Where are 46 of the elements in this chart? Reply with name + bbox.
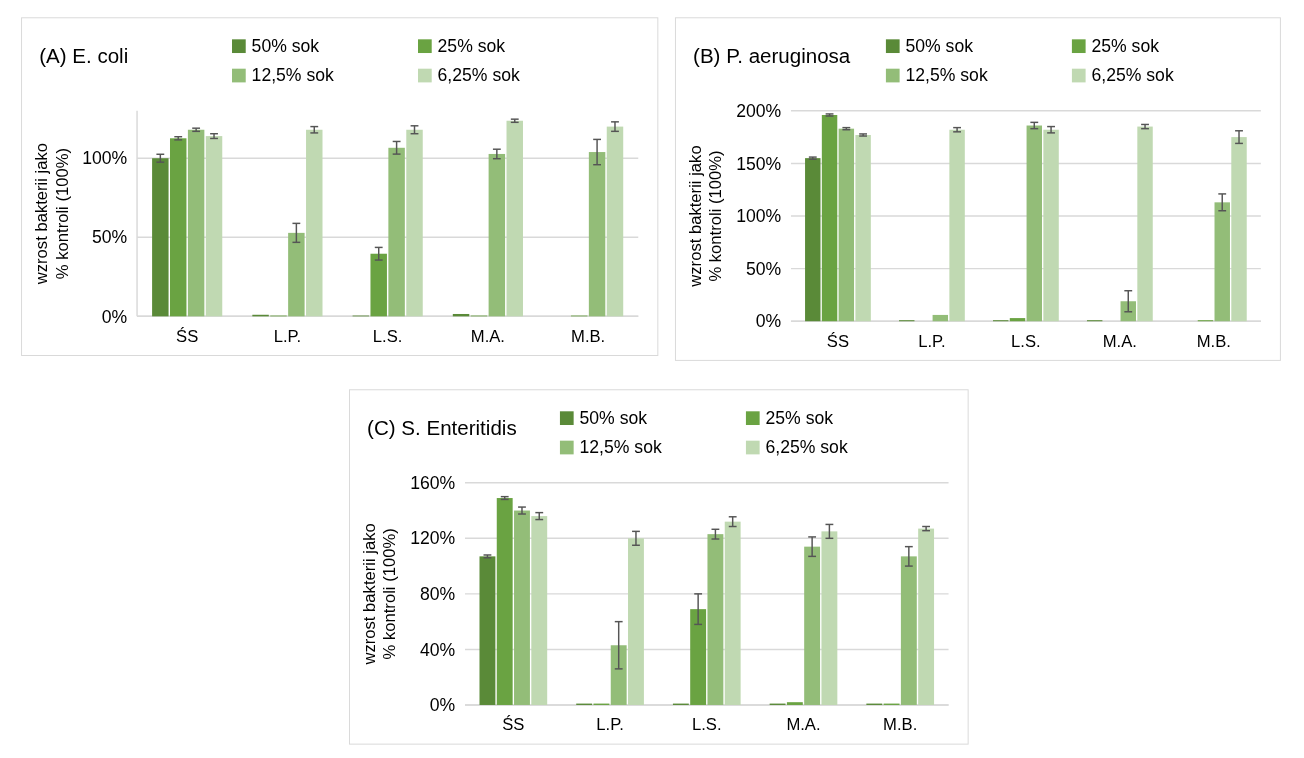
y-axis-title: wzrost bakterii jako % kontroli (100%) [685,145,726,288]
legend-label: 25% sok [437,36,506,57]
x-tick-label: M.B. [883,715,918,735]
x-tick-label: L.S. [372,326,403,346]
x-tick-label: L.P. [918,331,946,351]
legend-label: 25% sok [765,408,834,429]
x-tick-label: ŚS [176,326,199,346]
y-tick-label: 50% [745,258,782,279]
x-tick-label: M.A. [470,326,505,346]
y-tick-label: 0% [101,306,128,327]
x-tick-label: M.A. [1102,331,1137,351]
legend-label: 6,25% sok [765,437,848,458]
chart-title: (B) P. aeruginosa [693,43,851,67]
x-tick-label: M.B. [571,326,606,346]
y-tick-label: 0% [429,695,456,716]
y-axis-title: wzrost bakterii jako % kontroli (100%) [32,142,72,286]
y-tick-label: 0% [755,311,782,332]
legend-label: 50% sok [251,36,320,57]
x-tick-label: ŚS [826,331,850,351]
legend-label: 12,5% sok [579,437,662,458]
x-tick-label: L.S. [691,715,722,735]
y-tick-label: 150% [736,153,782,174]
legend-label: 12,5% sok [905,65,988,86]
y-tick-label: 40% [419,639,456,660]
chart-title: (A) E. coli [39,43,129,67]
legend-label: 12,5% sok [251,65,335,86]
legend-label: 25% sok [1091,36,1160,57]
legend-label: 6,25% sok [1091,65,1174,86]
chart-title: (C) S. Enteritidis [367,415,517,439]
x-tick-label: L.P. [596,715,624,735]
legend-label: 50% sok [579,408,648,429]
y-axis-title: wzrost bakterii jako % kontroli (100%) [359,523,400,666]
y-tick-label: 100% [82,148,128,169]
x-tick-label: M.A. [786,715,821,735]
y-tick-label: 120% [410,528,456,549]
x-tick-label: ŚS [502,715,525,735]
y-tick-label: 50% [92,227,128,248]
y-tick-label: 160% [410,472,456,493]
y-tick-label: 200% [736,100,782,121]
x-tick-label: M.B. [1196,331,1231,351]
x-tick-label: L.S. [1011,331,1041,351]
y-tick-label: 100% [736,206,782,227]
x-tick-label: L.P. [273,326,302,346]
y-tick-label: 80% [419,584,456,605]
legend-label: 6,25% sok [437,65,520,86]
legend-label: 50% sok [905,36,974,57]
